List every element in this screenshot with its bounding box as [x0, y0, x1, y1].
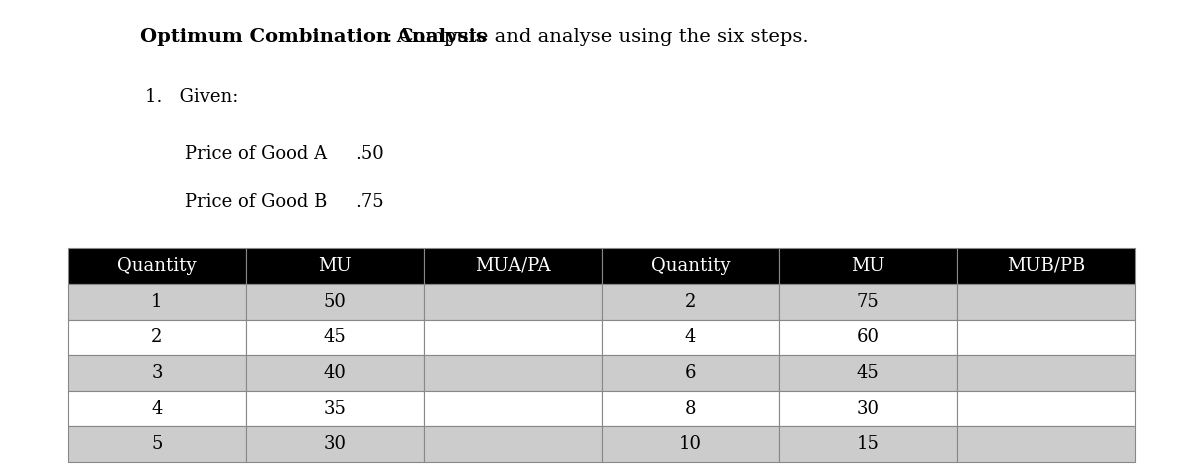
Bar	[424, 426, 601, 462]
Text: 45: 45	[323, 328, 346, 347]
Text: Optimum Combination Analysis: Optimum Combination Analysis	[140, 28, 487, 46]
Bar	[424, 391, 601, 426]
Bar	[958, 426, 1135, 462]
Bar	[958, 319, 1135, 355]
Text: 4: 4	[685, 328, 696, 347]
Bar	[779, 355, 958, 391]
Text: 1.   Given:: 1. Given:	[145, 88, 239, 106]
Bar	[68, 248, 246, 284]
Text: Quantity: Quantity	[118, 257, 197, 275]
Text: 2: 2	[151, 328, 163, 347]
Bar	[68, 355, 246, 391]
Bar	[424, 355, 601, 391]
Text: Price of Good B: Price of Good B	[185, 193, 328, 211]
Text: 45: 45	[857, 364, 880, 382]
Text: MU: MU	[318, 257, 352, 275]
Text: .75: .75	[355, 193, 384, 211]
Bar	[779, 248, 958, 284]
Bar	[246, 248, 424, 284]
Bar	[68, 319, 246, 355]
Bar	[246, 284, 424, 319]
Text: MUB/PB: MUB/PB	[1007, 257, 1085, 275]
Text: 4: 4	[151, 400, 163, 417]
Bar	[424, 319, 601, 355]
Bar	[601, 284, 779, 319]
Bar	[424, 284, 601, 319]
Text: 75: 75	[857, 293, 880, 311]
Text: .50: .50	[355, 145, 384, 163]
Text: MU: MU	[852, 257, 886, 275]
Bar	[958, 355, 1135, 391]
Bar	[68, 426, 246, 462]
Bar	[601, 391, 779, 426]
Text: 5: 5	[151, 435, 163, 453]
Text: 30: 30	[857, 400, 880, 417]
Bar	[779, 284, 958, 319]
Text: MUA/PA: MUA/PA	[475, 257, 551, 275]
Text: 8: 8	[685, 400, 696, 417]
Bar	[779, 426, 958, 462]
Text: 30: 30	[323, 435, 347, 453]
Bar	[68, 284, 246, 319]
Bar	[601, 426, 779, 462]
Bar	[779, 319, 958, 355]
Text: 10: 10	[679, 435, 702, 453]
Text: 35: 35	[323, 400, 346, 417]
Text: 40: 40	[323, 364, 346, 382]
Bar	[246, 391, 424, 426]
Bar	[246, 426, 424, 462]
Text: 1: 1	[151, 293, 163, 311]
Bar	[601, 248, 779, 284]
Bar	[424, 248, 601, 284]
Text: 60: 60	[857, 328, 880, 347]
Text: 3: 3	[151, 364, 163, 382]
Bar	[958, 248, 1135, 284]
Text: 50: 50	[323, 293, 346, 311]
Bar	[958, 391, 1135, 426]
Text: Quantity: Quantity	[650, 257, 730, 275]
Bar	[246, 319, 424, 355]
Bar	[246, 355, 424, 391]
Bar	[958, 284, 1135, 319]
Text: 2: 2	[685, 293, 696, 311]
Bar	[601, 319, 779, 355]
Bar	[779, 391, 958, 426]
Text: : Compute and analyse using the six steps.: : Compute and analyse using the six step…	[386, 28, 809, 46]
Text: 15: 15	[857, 435, 880, 453]
Text: 6: 6	[685, 364, 696, 382]
Bar	[601, 355, 779, 391]
Bar	[68, 391, 246, 426]
Text: Price of Good A: Price of Good A	[185, 145, 328, 163]
